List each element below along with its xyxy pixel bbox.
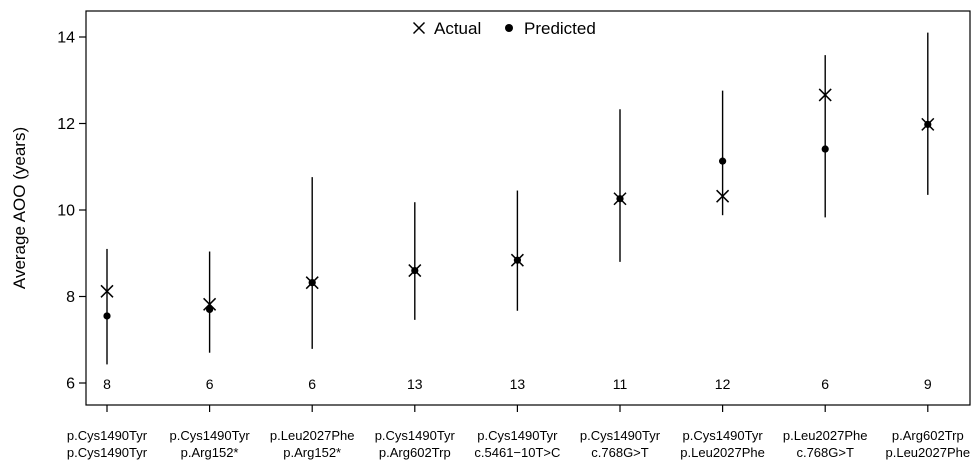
actual-point <box>510 253 524 267</box>
x-tick-label: p.Leu2027Phe <box>886 445 971 460</box>
actual-point-stroke <box>510 253 524 267</box>
actual-point <box>408 264 422 278</box>
actual-point-stroke <box>408 264 422 278</box>
x-tick-label: c.5461−10T>C <box>474 445 560 460</box>
legend-actual-label: Actual <box>434 19 481 38</box>
x-tick-label: p.Cys1490Tyr <box>67 445 148 460</box>
x-tick-label: p.Arg152* <box>181 445 239 460</box>
x-tick-label: c.768G>T <box>796 445 854 460</box>
sample-size-label: 13 <box>510 376 526 392</box>
actual-point <box>716 189 730 203</box>
predicted-point <box>719 157 727 165</box>
sample-size-label: 9 <box>924 376 932 392</box>
data-marks <box>100 32 935 365</box>
sample-size-label: 6 <box>206 376 214 392</box>
legend-predicted-label: Predicted <box>524 19 596 38</box>
actual-point <box>305 276 319 290</box>
sample-size-label: 13 <box>407 376 423 392</box>
sample-size-label: 12 <box>715 376 731 392</box>
actual-point-stroke <box>716 189 730 203</box>
y-tick-label: 14 <box>57 30 75 47</box>
predicted-point <box>821 145 829 153</box>
actual-point <box>818 88 832 102</box>
x-tick-label: p.Leu2027Phe <box>783 428 868 443</box>
sample-size-label: 11 <box>613 376 628 392</box>
x-tick-label: p.Arg602Trp <box>892 428 964 443</box>
x-tick-label: p.Arg602Trp <box>379 445 451 460</box>
x-tick-label: c.768G>T <box>591 445 649 460</box>
plot-frame <box>85 10 971 406</box>
sample-size-label: 6 <box>308 376 316 392</box>
actual-point-stroke <box>613 192 627 206</box>
x-tick-label: p.Cys1490Tyr <box>375 428 456 443</box>
y-tick-label: 10 <box>57 203 75 220</box>
x-tick-label: p.Arg152* <box>283 445 341 460</box>
x-tick-label: p.Leu2027Phe <box>270 428 355 443</box>
predicted-point <box>103 312 111 320</box>
legend-predicted-marker <box>505 24 513 32</box>
sample-size-labels: 8 6 6 13 13 11 12 6 9 <box>103 376 932 392</box>
actual-point <box>921 117 935 131</box>
x-tick-label: p.Cys1490Tyr <box>169 428 250 443</box>
actual-point <box>100 284 114 298</box>
x-tick-label: p.Cys1490Tyr <box>477 428 558 443</box>
y-axis: 6 8 10 12 14 <box>57 30 86 393</box>
x-tick-label: p.Leu2027Phe <box>680 445 765 460</box>
actual-point <box>203 297 217 311</box>
x-tick-label: p.Cys1490Tyr <box>682 428 763 443</box>
actual-point <box>613 192 627 206</box>
legend-actual-marker <box>412 21 426 35</box>
predicted-point <box>206 305 214 314</box>
sample-size-label: 6 <box>821 376 829 392</box>
actual-point-stroke <box>203 297 217 311</box>
y-tick-label: 12 <box>57 116 75 133</box>
y-tick-label: 8 <box>66 289 75 306</box>
actual-point-stroke <box>100 284 114 298</box>
legend: Actual Predicted <box>412 19 596 38</box>
y-tick-label: 6 <box>66 376 75 393</box>
actual-point-stroke <box>921 117 935 131</box>
x-tick-label: p.Cys1490Tyr <box>67 428 148 443</box>
x-tick-label: p.Cys1490Tyr <box>580 428 661 443</box>
sample-size-label: 8 <box>103 376 111 392</box>
x-axis: p.Cys1490Tyr p.Cys1490Tyr p.Cys1490Tyr p.Ar… <box>67 405 970 460</box>
y-axis-title: Average AOO (years) <box>10 127 29 289</box>
actual-point-stroke <box>818 88 832 102</box>
actual-point-stroke <box>305 276 319 290</box>
